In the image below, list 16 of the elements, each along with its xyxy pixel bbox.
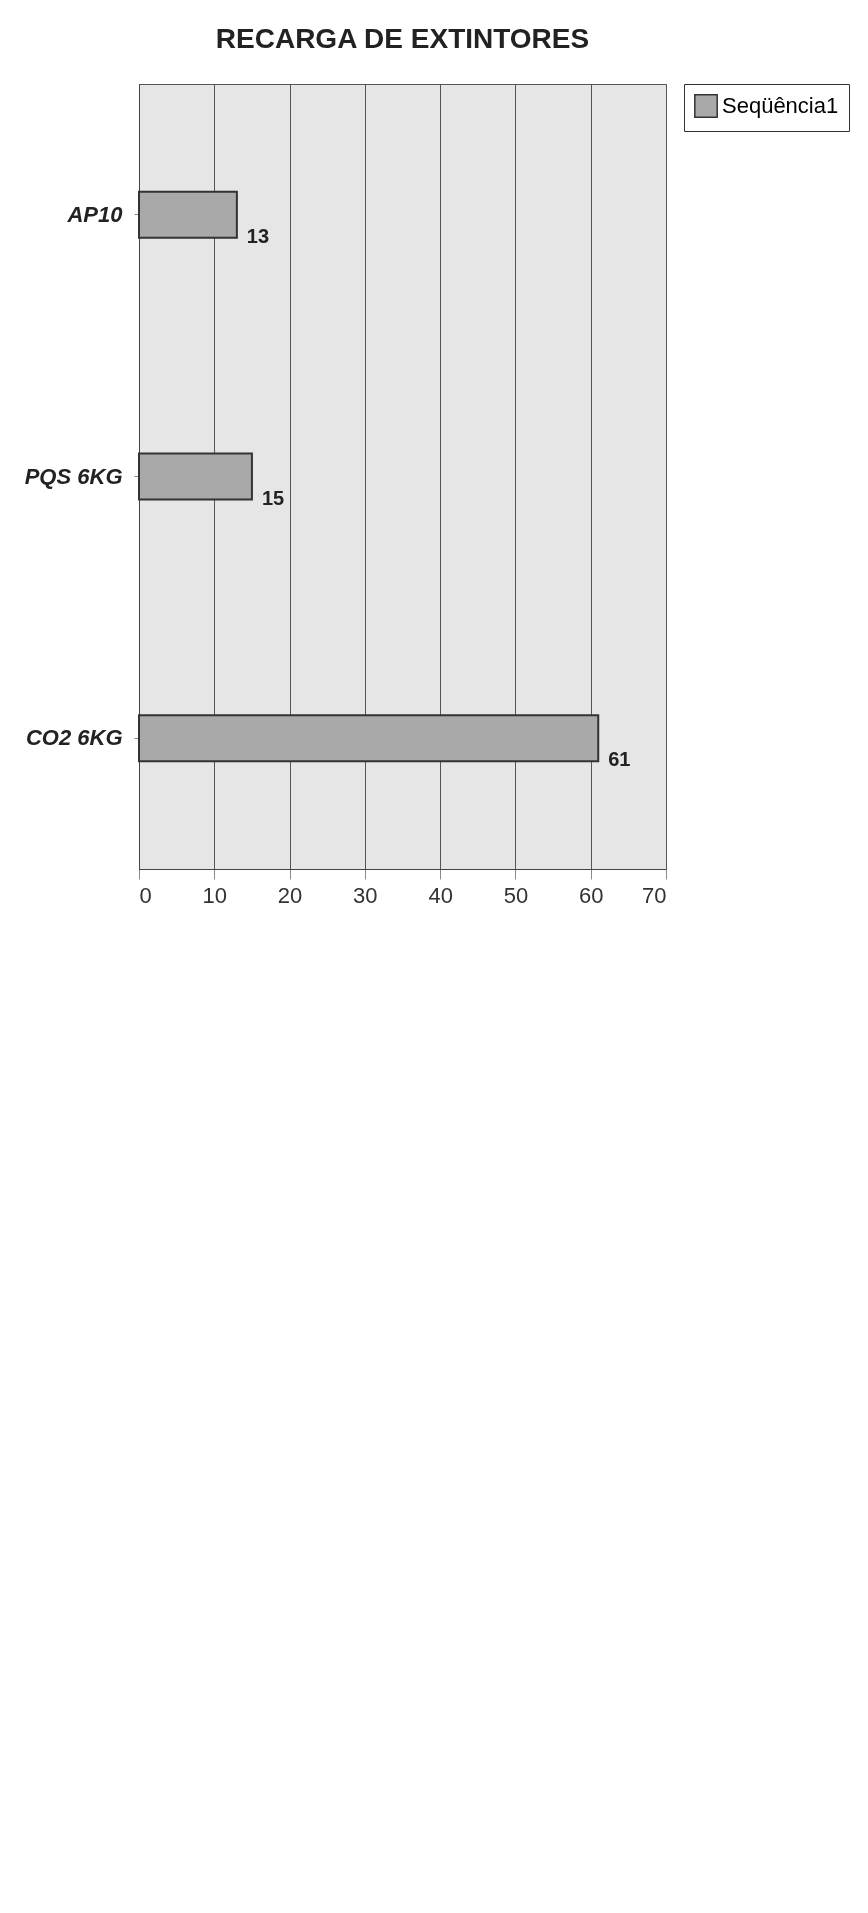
chart-title: RECARGA DE EXTINTORES	[215, 23, 590, 54]
x-tick-label: 10	[202, 882, 228, 908]
x-tick-label: 20	[277, 882, 303, 908]
y-tick-label: AP10	[66, 201, 124, 227]
y-tick-label: CO2 6KG	[25, 725, 123, 751]
data-label: 61	[608, 748, 631, 771]
x-tick-label: 0	[139, 882, 152, 908]
legend-label: Seqüência1	[722, 93, 839, 118]
data-label: 13	[246, 224, 270, 247]
x-tick-label: 50	[503, 882, 529, 908]
data-label: 15	[261, 486, 285, 509]
x-tick-label: 30	[353, 882, 378, 908]
x-tick-label: 70	[642, 882, 667, 908]
x-tick-label: 40	[428, 882, 453, 908]
y-tick-label: PQS 6KG	[24, 463, 123, 489]
x-tick-label: 60	[578, 882, 604, 908]
